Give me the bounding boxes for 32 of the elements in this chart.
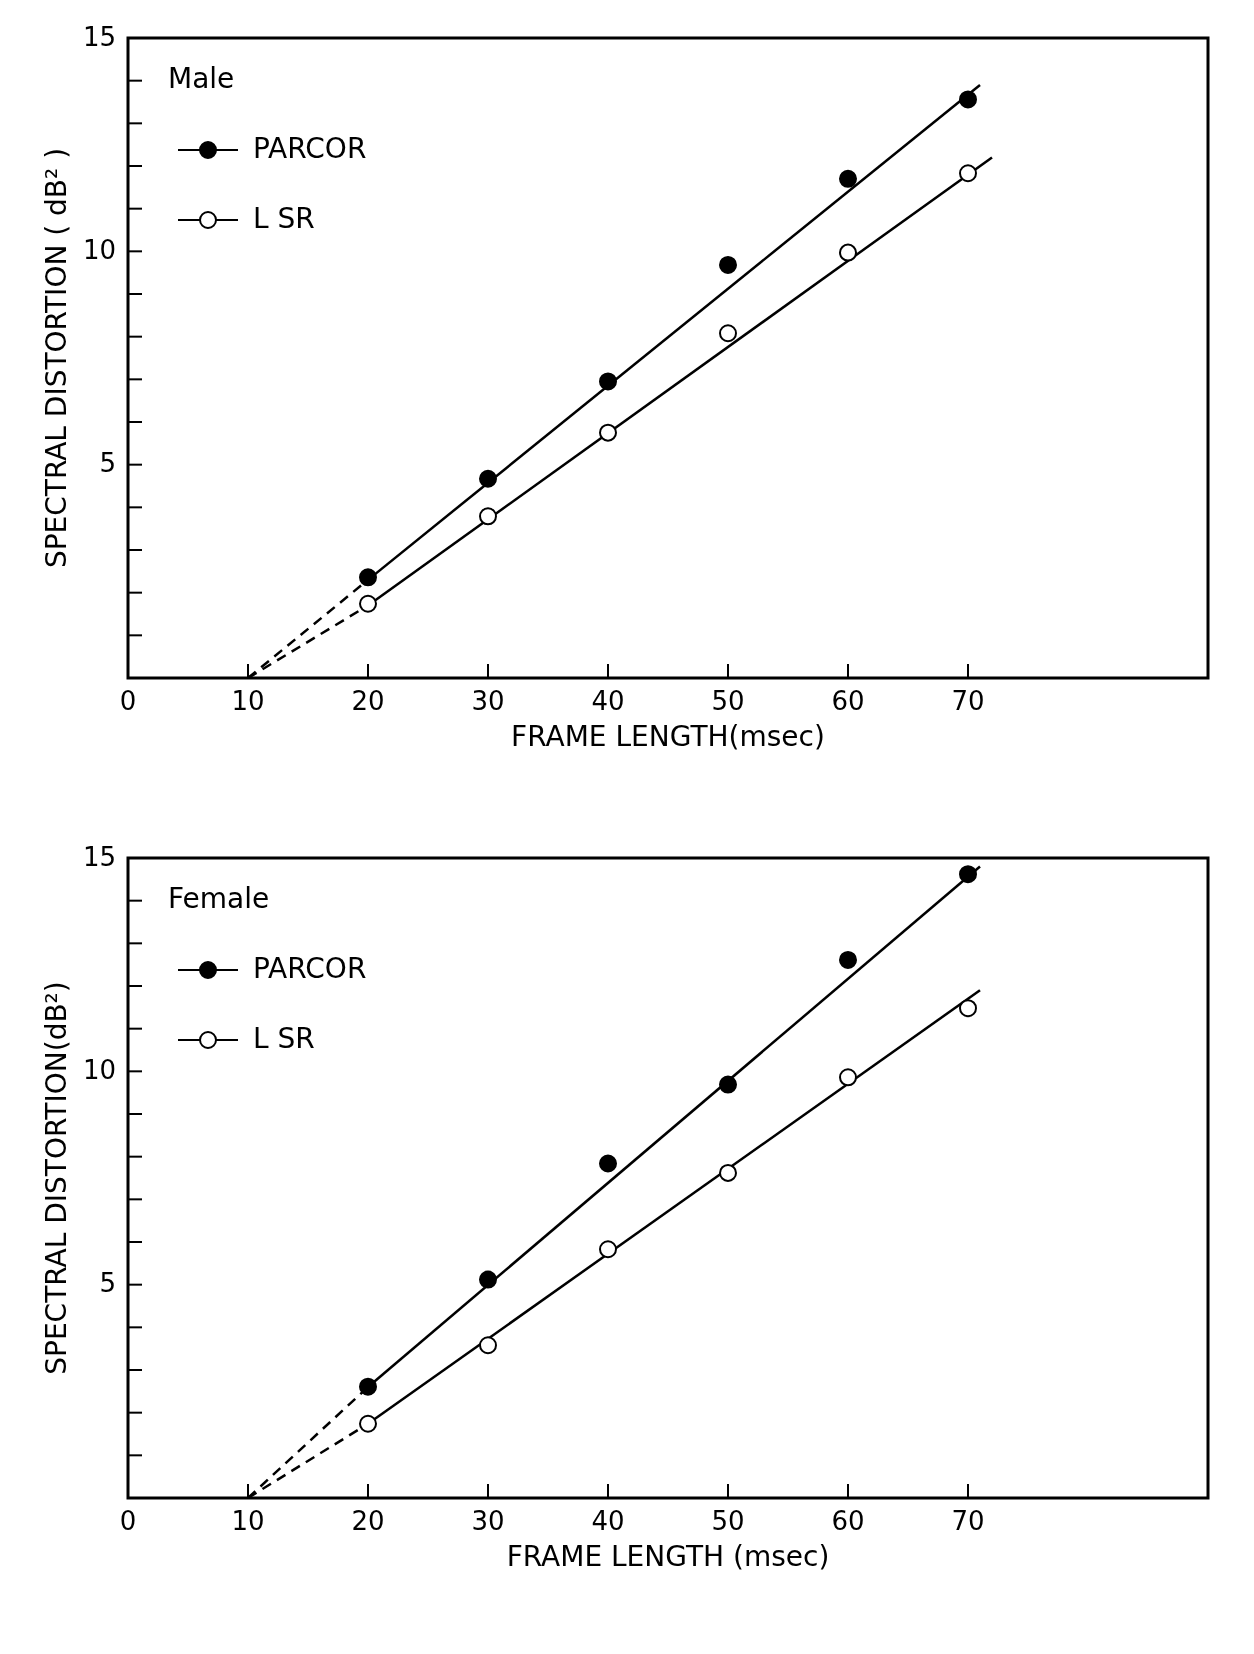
y-tick-label: 10 xyxy=(82,234,116,265)
y-tick-label: 5 xyxy=(99,1268,116,1299)
x-axis-title: FRAME LENGTH(msec) xyxy=(511,720,825,753)
x-tick-label: 0 xyxy=(119,1506,137,1536)
x-axis-title: FRAME LENGTH (msec) xyxy=(506,1540,830,1573)
y-axis-title: SPECTRAL DISTORTION(dB²) xyxy=(40,981,73,1375)
x-tick-label: 40 xyxy=(591,686,625,716)
legend-label: PARCOR xyxy=(253,132,367,165)
legend-label: PARCOR xyxy=(253,952,367,985)
legend-label: L SR xyxy=(253,1022,315,1055)
legend-title: Male xyxy=(168,62,235,95)
x-tick-label: 60 xyxy=(831,686,865,716)
legend-title: Female xyxy=(168,882,270,915)
x-tick-label: 0 xyxy=(119,686,137,716)
x-tick-label: 50 xyxy=(711,686,745,716)
y-axis-title: SPECTRAL DISTORTION ( dB² ) xyxy=(40,147,73,569)
legend-label: L SR xyxy=(253,202,315,235)
y-tick-label: 10 xyxy=(82,1054,116,1085)
y-tick-label: 15 xyxy=(82,841,116,872)
x-tick-label: 50 xyxy=(711,1506,745,1536)
x-tick-label: 10 xyxy=(231,1506,265,1536)
x-tick-label: 70 xyxy=(951,686,985,716)
y-tick-label: 5 xyxy=(99,448,116,479)
x-tick-label: 30 xyxy=(471,1506,505,1536)
x-tick-label: 30 xyxy=(471,686,505,716)
x-tick-label: 10 xyxy=(231,686,265,716)
y-tick-label: 15 xyxy=(82,21,116,52)
x-tick-label: 70 xyxy=(951,1506,985,1536)
x-tick-label: 20 xyxy=(351,686,385,716)
x-tick-label: 60 xyxy=(831,1506,865,1536)
x-tick-label: 20 xyxy=(351,1506,385,1536)
x-tick-label: 40 xyxy=(591,1506,625,1536)
